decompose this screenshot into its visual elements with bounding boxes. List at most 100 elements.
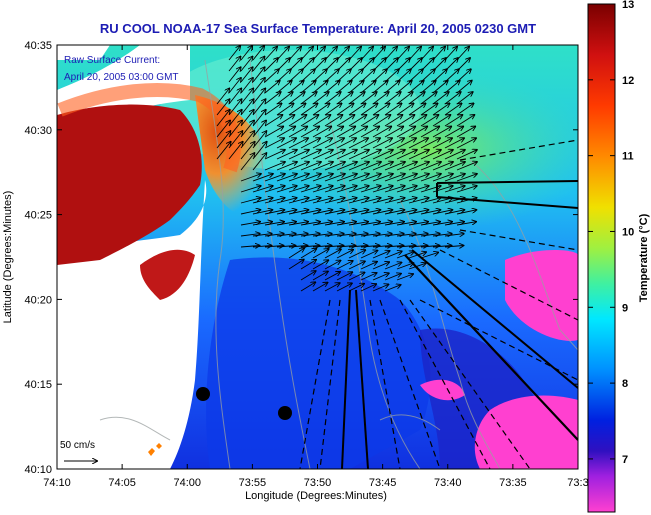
current-vector <box>408 162 429 171</box>
current-vector <box>336 198 357 204</box>
current-vector <box>420 115 438 127</box>
current-vector <box>252 222 272 226</box>
current-vector <box>456 186 477 193</box>
current-vector <box>444 174 465 182</box>
current-vector <box>360 150 381 160</box>
current-vector <box>288 138 308 149</box>
current-vector <box>324 283 340 292</box>
current-vector <box>372 210 392 215</box>
current-vector <box>252 153 266 171</box>
current-vector <box>264 103 282 116</box>
current-vector <box>324 138 344 149</box>
current-vector <box>324 249 341 259</box>
estuary-warm-water <box>57 104 202 265</box>
current-vector <box>444 127 463 138</box>
current-vector <box>288 246 308 248</box>
current-vector <box>264 210 284 215</box>
current-vector <box>384 198 405 204</box>
current-vector <box>396 246 416 248</box>
current-vector <box>312 138 332 149</box>
current-vector <box>444 150 465 160</box>
current-vector <box>408 246 428 248</box>
current-vector <box>276 103 294 116</box>
current-vector <box>432 210 452 215</box>
current-vector <box>240 234 260 236</box>
current-vector <box>348 210 368 215</box>
current-vector <box>456 198 477 204</box>
sst-coldest-small <box>420 379 465 401</box>
current-vector <box>288 115 306 127</box>
current-vector <box>300 222 320 226</box>
current-vector <box>432 162 453 171</box>
current-vector <box>264 58 278 72</box>
current-vector <box>408 222 428 226</box>
current-vector <box>288 260 304 270</box>
current-vector <box>444 210 464 215</box>
x-axis-ticks: 74:10 74:05 74:00 73:55 73:50 73:45 73:40 73:35… <box>43 45 589 489</box>
current-vector <box>324 162 345 171</box>
current-vector <box>396 138 416 149</box>
current-vector <box>312 186 333 193</box>
current-vector <box>276 210 296 215</box>
y-tick-label: 40:20 <box>24 294 52 306</box>
current-vector <box>336 92 353 105</box>
current-vector <box>264 127 283 138</box>
current-vector <box>264 246 284 248</box>
current-vector <box>216 121 230 138</box>
current-vector <box>444 162 465 171</box>
current-vector <box>300 282 315 292</box>
current-vector <box>240 142 255 160</box>
current-vector <box>348 103 366 116</box>
current-vector <box>372 115 390 127</box>
current-vector <box>336 162 357 171</box>
current-vector <box>348 198 369 204</box>
current-vector <box>396 150 417 160</box>
current-vector <box>240 89 253 105</box>
current-vector <box>324 222 344 226</box>
current-vector <box>372 138 392 149</box>
current-vector <box>336 150 357 160</box>
y-axis-label: Latitude (Degrees:Minutes) <box>2 191 14 324</box>
current-vector <box>324 174 345 182</box>
current-vector <box>276 138 296 149</box>
current-vector <box>324 261 341 270</box>
current-vector <box>360 262 377 270</box>
current-vector <box>456 138 476 149</box>
current-vector <box>216 110 230 127</box>
current-vector <box>216 131 230 149</box>
current-vector <box>336 115 354 127</box>
current-vector <box>300 92 317 105</box>
warm-plume <box>57 83 241 173</box>
current-vector <box>216 89 229 105</box>
y-tick-label: 40:30 <box>24 125 52 137</box>
current-vector <box>312 210 332 215</box>
current-vector <box>300 246 320 248</box>
current-vector <box>276 198 297 204</box>
current-vector <box>288 222 308 226</box>
current-vector <box>456 222 476 226</box>
current-vector <box>300 271 316 281</box>
current-vector <box>360 246 380 248</box>
current-vector <box>360 198 381 204</box>
current-vector <box>348 127 367 138</box>
current-vector <box>420 210 440 215</box>
x-axis-label: Longitude (Degrees:Minutes) <box>245 490 387 502</box>
colorbar-ticks: 13 12 11 10 9 8 7 <box>588 0 634 466</box>
current-vector <box>348 261 365 270</box>
current-vector <box>420 234 440 236</box>
current-vector <box>336 222 356 226</box>
current-vector <box>312 115 330 127</box>
current-vector <box>396 115 414 127</box>
current-vector <box>420 92 437 105</box>
current-vector <box>324 272 340 281</box>
current-vector <box>348 162 369 171</box>
current-vector <box>396 174 417 182</box>
current-vector <box>432 138 452 149</box>
current-vector <box>384 274 401 281</box>
current-vector <box>456 127 475 138</box>
vector-scale-label: 50 cm/s <box>60 440 95 451</box>
current-vector <box>348 138 368 149</box>
current-vector <box>288 186 309 193</box>
current-vector <box>228 99 242 116</box>
